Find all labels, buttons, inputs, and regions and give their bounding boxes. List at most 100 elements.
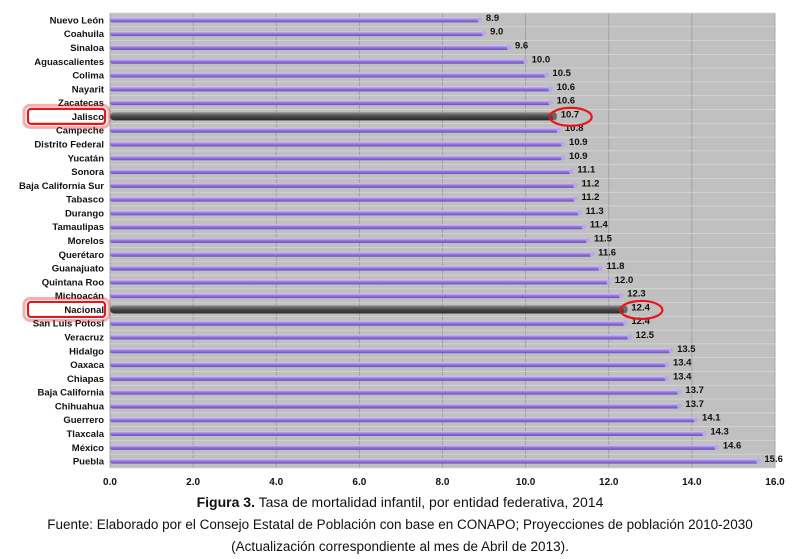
value-label: 11.5 [594,234,613,245]
category-label: Campeche [56,126,104,137]
value-label: 12.0 [615,275,634,286]
bar [110,100,551,106]
value-label: 10.9 [569,151,588,162]
category-label: Nayarit [72,84,105,95]
category-label: Michoacán [55,291,104,302]
x-tick-label: 12.0 [599,477,619,488]
category-label: Chihuahua [55,401,105,412]
category-label: Tabasco [66,195,104,206]
bar [110,31,485,37]
value-label: 11.6 [598,247,616,258]
bar-end-cap [668,348,674,354]
highlight-ellipse [619,299,664,321]
value-label: 14.3 [710,427,729,438]
bar [110,86,551,92]
category-label: Sonora [71,167,104,178]
bar-end-cap [523,58,528,64]
category-label: Nuevo León [50,15,105,26]
value-label: 15.6 [764,454,783,465]
bar [110,210,580,216]
bar [110,196,576,202]
bar-end-cap [552,112,557,121]
bar [110,112,555,121]
category-label: Guanajuato [52,264,104,275]
category-label: Querétaro [59,250,105,261]
bar [110,444,717,450]
bar-end-cap [598,265,603,271]
bar-end-cap [677,403,682,409]
bar-end-cap [714,444,720,450]
value-label: 11.3 [586,206,604,217]
value-label: 10.9 [569,137,588,148]
value-label: 13.4 [673,371,692,382]
bar-end-cap [548,86,553,92]
bar-end-cap [544,72,549,78]
bar [110,403,680,409]
category-label: Tlaxcala [67,429,105,440]
source-note: Fuente: Elaborado por el Consejo Estatal… [47,517,753,532]
bar [110,141,564,147]
category-label: Veracruz [64,333,104,344]
bars [110,17,761,464]
category-label: Sinaloa [70,43,105,54]
bar [110,458,759,464]
bar [110,334,630,340]
bar [110,44,509,50]
update-note: (Actualización correspondiente al mes de… [231,539,569,554]
bar-end-cap [560,141,566,147]
bar [110,58,526,64]
bar-end-cap [702,431,707,437]
value-label: 10.7 [561,109,580,120]
bar [110,417,697,423]
bar [110,293,622,299]
value-label: 12.3 [627,289,646,300]
category-label: México [72,443,104,454]
value-label: 11.4 [590,220,609,231]
bar-end-cap [481,31,487,37]
value-label: 9.6 [515,40,528,51]
highlight-ellipse [548,106,593,128]
figure-text: Tasa de mortalidad infantil, por entidad… [254,494,604,510]
bar-end-cap [585,238,591,243]
x-tick-label: 0.0 [103,477,117,488]
category-label: San Luis Potosí [33,319,105,330]
bar-end-cap [556,127,562,133]
value-label: 14.6 [723,440,742,451]
bar [110,305,626,314]
value-label: 13.5 [677,344,696,355]
bar-end-cap [664,362,670,368]
value-label: 10.5 [552,68,571,79]
bar [110,238,588,243]
bar-end-cap [623,305,628,314]
bar [110,265,601,271]
value-label: 11.2 [582,192,600,203]
bar-end-cap [477,17,483,23]
bar-end-cap [606,279,611,285]
bar [110,431,705,437]
figure-label: Figura 3. [196,494,255,510]
bar [110,348,672,354]
category-label: Guerrero [63,415,104,426]
category-label: Baja California [37,388,104,399]
category-label: Zacatecas [58,98,104,109]
highlight-markers [22,103,664,322]
x-tick-label: 2.0 [186,477,200,488]
category-label: Colima [72,71,104,82]
bar-end-cap [506,44,512,50]
value-label: 14.1 [702,413,721,424]
bar-end-cap [756,458,761,464]
bar [110,224,584,230]
bar [110,169,572,175]
bar [110,127,559,133]
x-tick-label: 16.0 [765,477,785,488]
value-label: 12.5 [636,330,655,341]
value-label: 8.9 [486,13,499,24]
bar-end-cap [560,155,566,161]
bar [110,279,609,285]
value-label: 9.0 [490,27,503,38]
bar-end-cap [627,334,632,340]
bar-end-cap [569,169,574,175]
category-label: Quintana Roo [42,277,104,288]
value-label: 12.4 [631,302,650,313]
value-label: 13.7 [685,385,704,396]
